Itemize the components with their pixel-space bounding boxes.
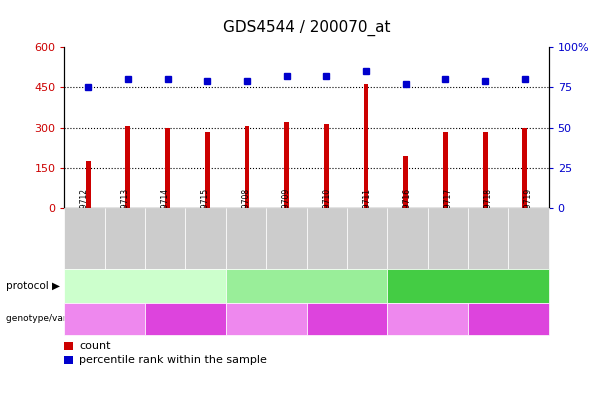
Text: GSM1049717: GSM1049717 — [443, 187, 452, 239]
Text: GSM1049712: GSM1049712 — [80, 188, 89, 239]
Text: GSM1049708: GSM1049708 — [242, 187, 251, 239]
Text: GSM1049710: GSM1049710 — [322, 187, 331, 239]
Bar — [364, 84, 368, 208]
Bar — [205, 132, 210, 208]
Text: GRK2-K220R: GRK2-K220R — [480, 314, 537, 323]
Bar — [522, 128, 527, 208]
Text: protocol ▶: protocol ▶ — [6, 281, 60, 291]
Bar — [403, 156, 408, 208]
Text: GSM1049709: GSM1049709 — [282, 187, 291, 239]
Text: GRK2: GRK2 — [413, 314, 442, 324]
Bar — [126, 127, 130, 208]
Bar — [284, 121, 289, 208]
Bar — [245, 127, 249, 208]
Text: cultured: cultured — [125, 281, 166, 291]
Text: GSM1049714: GSM1049714 — [161, 187, 170, 239]
Text: GSM1049719: GSM1049719 — [524, 187, 533, 239]
Bar — [483, 132, 487, 208]
Text: GRK2-K220R: GRK2-K220R — [318, 314, 375, 323]
Text: percentile rank within the sample: percentile rank within the sample — [79, 354, 267, 365]
Bar — [324, 124, 329, 208]
Text: GSM1049715: GSM1049715 — [201, 187, 210, 239]
Text: GSM1049711: GSM1049711 — [362, 188, 371, 239]
Text: GSM1049716: GSM1049716 — [403, 187, 412, 239]
Text: genotype/variation ▶: genotype/variation ▶ — [6, 314, 102, 323]
Text: GRK2: GRK2 — [252, 314, 281, 324]
Text: GSM1049713: GSM1049713 — [120, 187, 129, 239]
Bar — [443, 132, 448, 208]
Text: GSM1049718: GSM1049718 — [484, 188, 493, 239]
Text: GRK2: GRK2 — [90, 314, 119, 324]
Text: count: count — [79, 341, 110, 351]
Text: NOD.Scid mouse-expanded: NOD.Scid mouse-expanded — [240, 281, 373, 291]
Bar — [86, 161, 91, 208]
Bar — [165, 128, 170, 208]
Text: GRK2-K220R: GRK2-K220R — [157, 314, 214, 323]
Text: GDS4544 / 200070_at: GDS4544 / 200070_at — [223, 20, 390, 36]
Text: re-cultured after NOD.Scid
expansion: re-cultured after NOD.Scid expansion — [403, 275, 533, 297]
